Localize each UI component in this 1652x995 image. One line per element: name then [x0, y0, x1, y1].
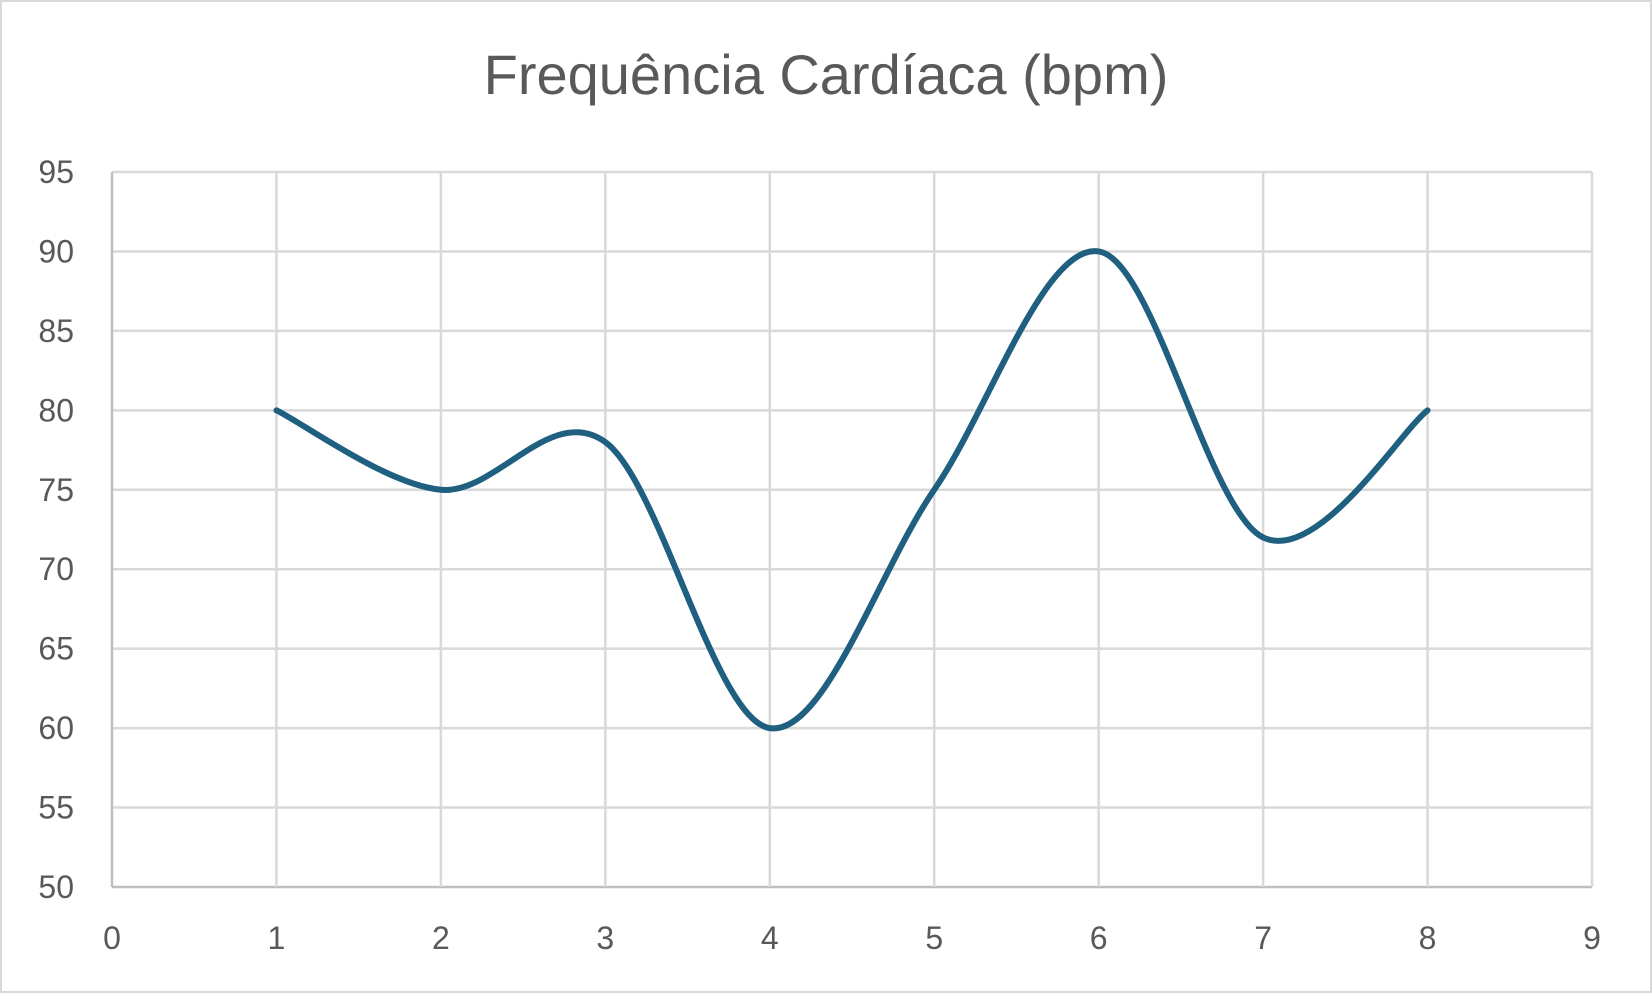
- grid-lines: [110, 170, 1594, 889]
- x-tick-label-5: 5: [925, 920, 943, 956]
- data-point-8: [1425, 407, 1431, 413]
- y-tick-label-75: 75: [38, 472, 74, 508]
- chart-title: Frequência Cardíaca (bpm): [483, 43, 1169, 106]
- data-point-3: [602, 439, 608, 445]
- y-tick-label-95: 95: [38, 154, 74, 190]
- x-tick-label-2: 2: [432, 920, 450, 956]
- x-tick-label-8: 8: [1419, 920, 1437, 956]
- y-tick-label-70: 70: [38, 551, 74, 587]
- data-point-7: [1260, 534, 1266, 540]
- x-tick-label-9: 9: [1583, 920, 1601, 956]
- data-point-6: [1096, 248, 1102, 254]
- x-tick-label-6: 6: [1090, 920, 1108, 956]
- series-line-0: [273, 248, 1431, 732]
- series-group: [273, 248, 1431, 732]
- y-tick-label-60: 60: [38, 710, 74, 746]
- data-point-4: [767, 725, 773, 731]
- x-tick-label-0: 0: [103, 920, 121, 956]
- y-axis-ticks: 50 55 60 65 70 75 80 85 90 95: [38, 154, 74, 905]
- data-point-2: [438, 487, 444, 493]
- x-tick-label-3: 3: [596, 920, 614, 956]
- x-tick-label-1: 1: [268, 920, 286, 956]
- y-tick-label-50: 50: [38, 869, 74, 905]
- data-point-5: [931, 487, 937, 493]
- y-tick-label-65: 65: [38, 631, 74, 667]
- y-tick-label-55: 55: [38, 790, 74, 826]
- y-tick-label-85: 85: [38, 313, 74, 349]
- x-axis-ticks: 0 1 2 3 4 5 6 7 8 9: [103, 920, 1601, 956]
- data-point-1: [273, 407, 279, 413]
- x-tick-label-7: 7: [1254, 920, 1272, 956]
- y-tick-label-90: 90: [38, 233, 74, 269]
- x-tick-label-4: 4: [761, 920, 779, 956]
- y-tick-label-80: 80: [38, 392, 74, 428]
